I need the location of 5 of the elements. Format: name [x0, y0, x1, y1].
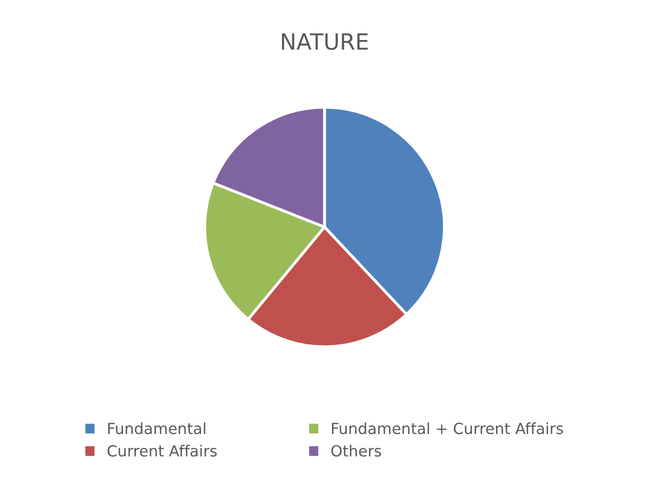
chart-title: NATURE: [282, 33, 368, 50]
legend-label: Fundamental: [108, 422, 206, 434]
legend-label: Fundamental + Current Affairs: [332, 422, 563, 434]
legend-label: Current Affairs: [108, 444, 217, 457]
legend-label: Others: [331, 444, 382, 457]
